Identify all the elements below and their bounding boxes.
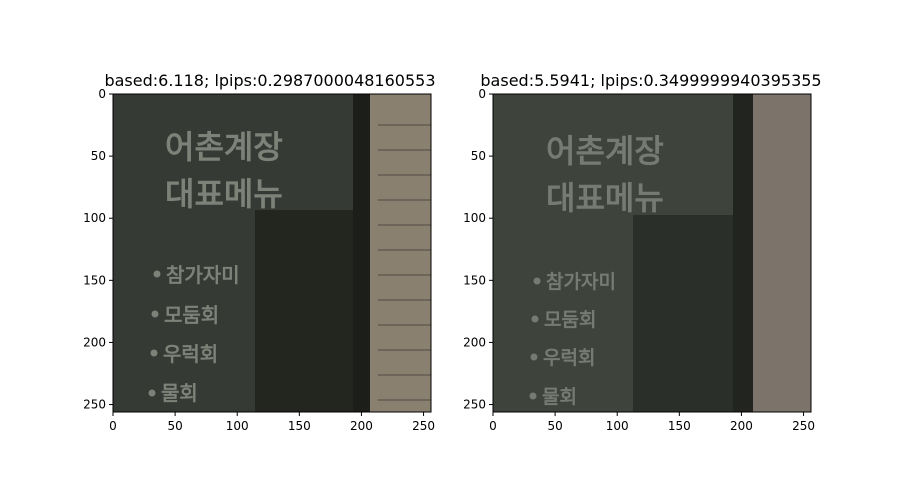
- x-tick-label: 50: [547, 419, 562, 433]
- x-tick-label: 100: [226, 419, 249, 433]
- dark-window: [633, 215, 733, 412]
- menu-item: 모둠회: [544, 309, 596, 331]
- y-tick-label: 250: [83, 398, 106, 412]
- x-tick-label: 150: [288, 419, 311, 433]
- y-tick-label: 150: [463, 273, 486, 287]
- sign-line-1: 어촌계장: [165, 128, 283, 166]
- x-tick-label: 200: [350, 419, 373, 433]
- menu-item: 물회: [542, 386, 577, 408]
- menu-item: 참가자미: [546, 271, 616, 293]
- subplot-title: based:6.118; lpips:0.2987000048160553: [104, 71, 435, 90]
- subplot-title: based:5.5941; lpips:0.3499999940395355: [480, 71, 821, 90]
- x-tick-label: 0: [489, 419, 497, 433]
- y-tick-label: 50: [91, 149, 106, 163]
- y-tick-label: 0: [478, 87, 486, 101]
- bullet: [153, 270, 161, 278]
- dark-window: [255, 210, 353, 412]
- y-tick-label: 100: [83, 211, 106, 225]
- sign-line-2: 대표메뉴: [165, 175, 283, 213]
- x-tick-label: 150: [668, 419, 691, 433]
- menu-item: 물회: [161, 381, 198, 405]
- tile-wall: [753, 94, 811, 412]
- menu-item: 모둠회: [164, 303, 219, 327]
- axes-frame: [492, 93, 812, 413]
- y-axis: 0 50 100 150 200 250: [83, 87, 113, 412]
- image-content: 어촌계장 대표메뉴 참가자미 모둠회 우럭회 물회: [493, 94, 811, 412]
- y-tick-label: 200: [83, 335, 106, 349]
- bullet: [531, 315, 539, 323]
- y-tick-label: 200: [463, 335, 486, 349]
- tile-lines: [378, 124, 431, 401]
- y-axis: 0 50 100 150 200 250: [463, 87, 493, 412]
- sign-line-1: 어촌계장: [546, 132, 664, 170]
- x-tick-label: 50: [167, 419, 182, 433]
- door-frame: [733, 94, 753, 412]
- menu-item: 참가자미: [166, 263, 240, 287]
- y-tick-label: 100: [463, 211, 486, 225]
- bullet: [530, 353, 538, 361]
- bullet: [150, 349, 158, 357]
- x-tick-label: 200: [730, 419, 753, 433]
- bullet: [151, 310, 159, 318]
- y-tick-label: 50: [471, 149, 486, 163]
- axes-frame: [112, 93, 432, 413]
- x-axis: 0 50 100 150 200 250: [489, 412, 815, 433]
- subplot-right: based:5.5941; lpips:0.3499999940395355 어…: [463, 71, 822, 433]
- bullet: [529, 392, 537, 400]
- x-axis: 0 50 100 150 200 250: [109, 412, 435, 433]
- y-tick-label: 250: [463, 398, 486, 412]
- bullet: [148, 389, 156, 397]
- x-tick-label: 100: [606, 419, 629, 433]
- y-tick-label: 150: [83, 273, 106, 287]
- menu-item: 우럭회: [163, 342, 218, 366]
- subplot-left: based:6.118; lpips:0.2987000048160553: [83, 71, 435, 433]
- sign-line-2: 대표메뉴: [546, 179, 664, 217]
- y-tick-label: 0: [98, 87, 106, 101]
- door-frame: [353, 94, 370, 412]
- x-tick-label: 0: [109, 419, 117, 433]
- menu-item: 우럭회: [543, 347, 595, 369]
- image-content: 어촌계장 대표메뉴 참가자미 모둠회 우럭회 물회: [113, 94, 431, 412]
- x-tick-label: 250: [412, 419, 435, 433]
- x-tick-label: 250: [792, 419, 815, 433]
- tile-wall: [370, 94, 431, 412]
- bullet: [533, 277, 541, 285]
